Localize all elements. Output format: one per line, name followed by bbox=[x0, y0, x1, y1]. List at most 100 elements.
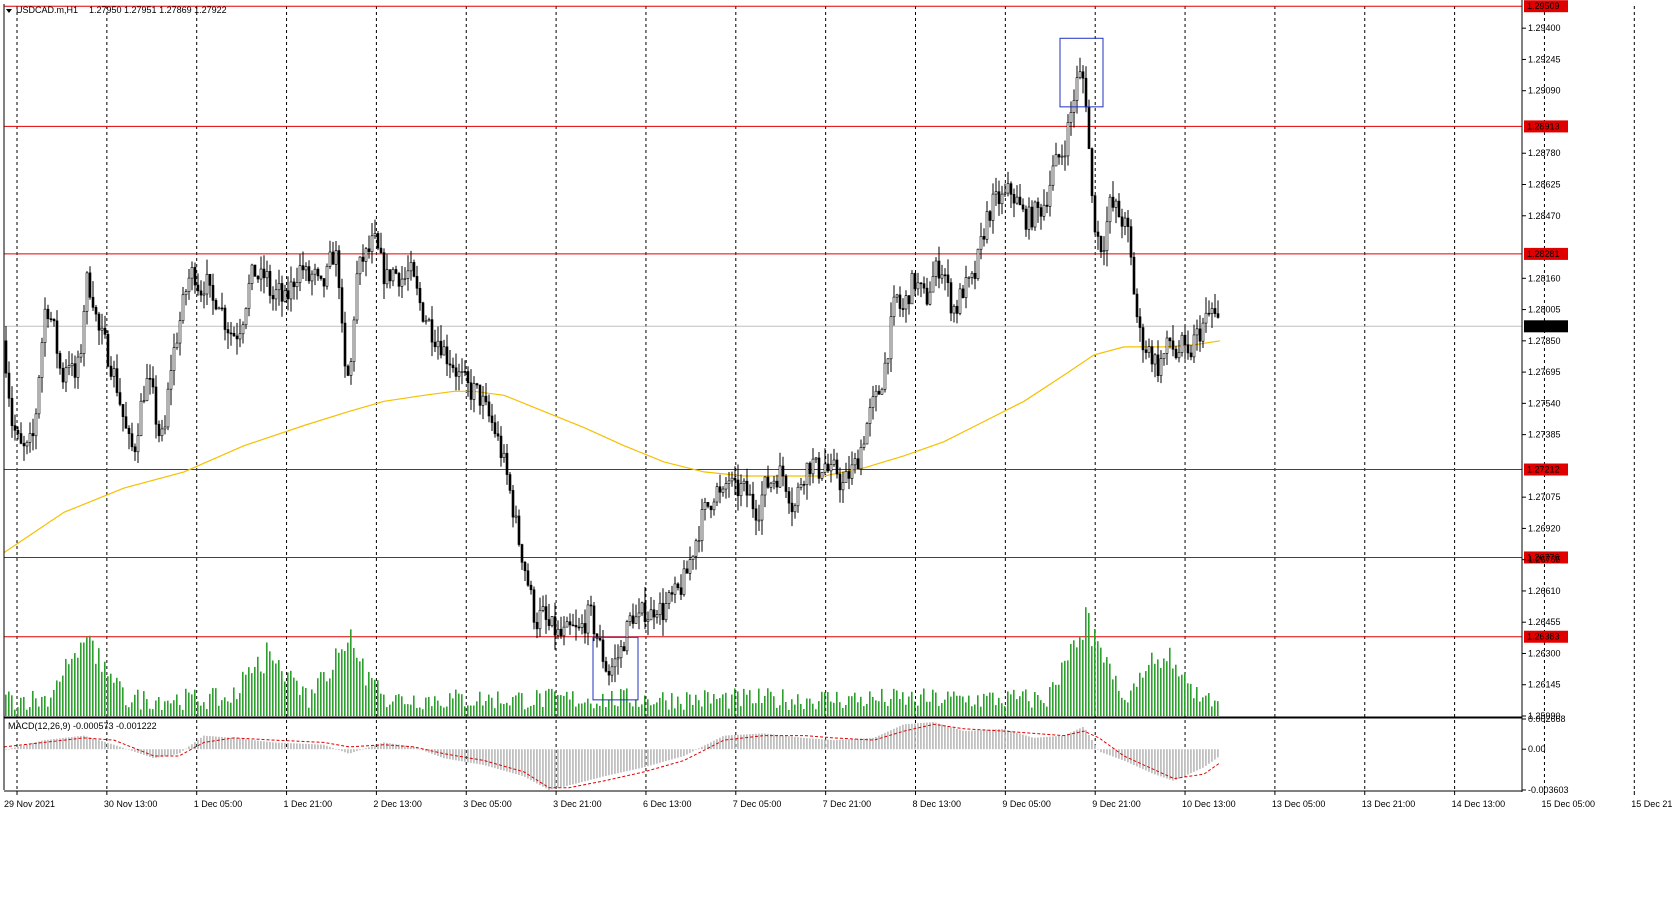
candle-body bbox=[52, 318, 56, 322]
volume-bar bbox=[659, 697, 661, 716]
candle-body bbox=[37, 377, 41, 415]
volume-bar bbox=[857, 702, 859, 716]
candle-body bbox=[1150, 346, 1154, 365]
candle-body bbox=[616, 657, 620, 660]
candle-body bbox=[346, 365, 350, 376]
macd-histogram-bar bbox=[1028, 736, 1030, 750]
candle-body bbox=[1198, 328, 1202, 342]
macd-histogram-bar bbox=[923, 722, 925, 750]
candle-body bbox=[574, 624, 578, 628]
macd-histogram-bar bbox=[1184, 749, 1186, 776]
candle-body bbox=[187, 277, 191, 292]
candle-body bbox=[1114, 200, 1118, 208]
macd-histogram-bar bbox=[1088, 734, 1090, 750]
candle-body bbox=[748, 493, 752, 496]
candle-body bbox=[982, 236, 986, 240]
volume-bar bbox=[1184, 673, 1186, 716]
volume-bar bbox=[1145, 671, 1147, 716]
macd-histogram-bar bbox=[734, 734, 736, 750]
price-tick-label: 1.28780 bbox=[1528, 148, 1561, 158]
volume-bar bbox=[5, 694, 7, 716]
volume-bar bbox=[1100, 647, 1102, 716]
macd-histogram-bar bbox=[428, 749, 430, 753]
volume-bar bbox=[551, 688, 553, 716]
macd-histogram-bar bbox=[617, 749, 619, 774]
volume-bar bbox=[80, 642, 82, 716]
price-tick-label: 1.27075 bbox=[1528, 492, 1561, 502]
macd-histogram-bar bbox=[56, 738, 58, 750]
macd-histogram-bar bbox=[380, 743, 382, 750]
volume-bar bbox=[443, 707, 445, 716]
candle-body bbox=[922, 283, 926, 289]
candle-body bbox=[961, 288, 965, 298]
candle-body bbox=[226, 329, 230, 334]
volume-bar bbox=[974, 704, 976, 716]
macd-histogram-bar bbox=[500, 749, 502, 770]
volume-bar bbox=[1013, 689, 1015, 716]
volume-bar bbox=[629, 702, 631, 716]
volume-bar bbox=[539, 693, 541, 716]
candle-body bbox=[595, 633, 599, 639]
volume-bar bbox=[686, 692, 688, 716]
macd-histogram-bar bbox=[506, 749, 508, 772]
macd-histogram-bar bbox=[1118, 749, 1120, 759]
x-tick-label: 7 Dec 05:00 bbox=[733, 799, 782, 809]
volume-bar bbox=[524, 709, 526, 716]
volume-bar bbox=[698, 700, 700, 716]
volume-bar bbox=[1004, 706, 1006, 716]
macd-histogram-bar bbox=[434, 749, 436, 755]
dropdown-arrow-icon[interactable] bbox=[6, 9, 12, 13]
macd-histogram-bar bbox=[905, 724, 907, 750]
volume-bar bbox=[95, 663, 97, 716]
macd-histogram-bar bbox=[281, 742, 283, 750]
macd-tick-label: -0.003603 bbox=[1528, 785, 1569, 795]
candle-body bbox=[820, 472, 824, 479]
macd-histogram-bar bbox=[98, 740, 100, 750]
volume-bar bbox=[695, 694, 697, 716]
macd-histogram-bar bbox=[785, 735, 787, 750]
volume-bar bbox=[917, 705, 919, 716]
macd-histogram-bar bbox=[851, 739, 853, 750]
candle-body bbox=[40, 342, 44, 378]
macd-histogram-bar bbox=[650, 749, 652, 766]
candle-body bbox=[406, 270, 410, 279]
candle-body bbox=[889, 316, 893, 360]
candle-body bbox=[829, 464, 833, 472]
macd-histogram-bar bbox=[1214, 749, 1216, 760]
macd-histogram-bar bbox=[914, 723, 916, 750]
candle-body bbox=[793, 505, 797, 513]
macd-histogram-bar bbox=[725, 735, 727, 750]
candle-body bbox=[886, 358, 890, 364]
candle-body bbox=[334, 250, 338, 265]
volume-bar bbox=[191, 694, 193, 716]
macd-histogram-bar bbox=[107, 742, 109, 750]
candle-body bbox=[631, 615, 635, 624]
volume-bar bbox=[734, 688, 736, 716]
price-tick-label: 1.28005 bbox=[1528, 305, 1561, 315]
macd-histogram-bar bbox=[227, 737, 229, 750]
volume-bar bbox=[293, 677, 295, 716]
candle-body bbox=[763, 476, 767, 496]
volume-bar bbox=[782, 689, 784, 716]
macd-histogram-bar bbox=[1124, 749, 1126, 761]
macd-histogram-bar bbox=[878, 735, 880, 750]
macd-histogram-bar bbox=[401, 745, 403, 750]
candle-body bbox=[835, 459, 839, 475]
macd-histogram-bar bbox=[239, 738, 241, 750]
volume-bar bbox=[1121, 697, 1123, 716]
volume-bar bbox=[275, 663, 277, 716]
volume-bar bbox=[749, 690, 751, 716]
volume-bar bbox=[995, 705, 997, 716]
macd-histogram-bar bbox=[755, 733, 757, 750]
volume-bar bbox=[899, 699, 901, 716]
x-tick-label: 6 Dec 13:00 bbox=[643, 799, 692, 809]
volume-bar bbox=[101, 671, 103, 716]
candle-body bbox=[493, 422, 497, 435]
candle-body bbox=[709, 506, 713, 511]
level-tag-label: 1.29509 bbox=[1527, 1, 1560, 11]
candle-body bbox=[295, 282, 299, 288]
macd-histogram-bar bbox=[581, 749, 583, 783]
volume-bar bbox=[119, 681, 121, 716]
macd-histogram-bar bbox=[485, 749, 487, 766]
volume-bar bbox=[68, 664, 70, 716]
